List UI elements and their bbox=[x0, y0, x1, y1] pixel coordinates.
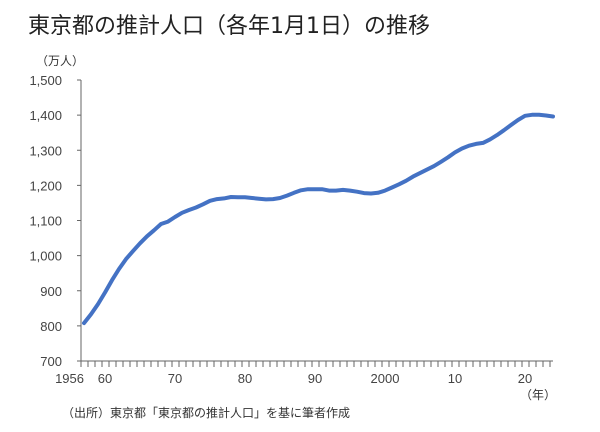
y-tick-label: 1,200 bbox=[29, 178, 62, 193]
y-tick-label: 800 bbox=[40, 319, 62, 334]
x-tick-label: 90 bbox=[308, 371, 322, 386]
y-tick-label: 900 bbox=[40, 284, 62, 299]
x-tick-label: 20 bbox=[518, 371, 532, 386]
y-tick-label: 700 bbox=[40, 354, 62, 369]
y-tick-label: 1,100 bbox=[29, 214, 62, 229]
x-tick-label: 10 bbox=[448, 371, 462, 386]
population-line bbox=[82, 112, 555, 326]
x-axis-unit-label: （年） bbox=[520, 388, 557, 402]
y-tick-label: 1,500 bbox=[29, 73, 62, 88]
x-tick-label: 80 bbox=[238, 371, 252, 386]
x-tick-label: 70 bbox=[168, 371, 182, 386]
x-tick-label: 60 bbox=[98, 371, 112, 386]
x-tick-label: 2000 bbox=[371, 371, 400, 386]
y-tick-label: 1,400 bbox=[29, 108, 62, 123]
source-note: （出所）東京都「東京都の推計人口」を基に筆者作成 bbox=[62, 406, 351, 420]
y-axis-unit-label: （万人） bbox=[36, 54, 85, 68]
chart-title: 東京都の推計人口（各年1月1日）の推移 bbox=[28, 14, 430, 39]
y-tick-label: 1,300 bbox=[29, 143, 62, 158]
y-tick-label: 1,000 bbox=[29, 249, 62, 264]
x-tick-label: 1956 bbox=[55, 371, 84, 386]
